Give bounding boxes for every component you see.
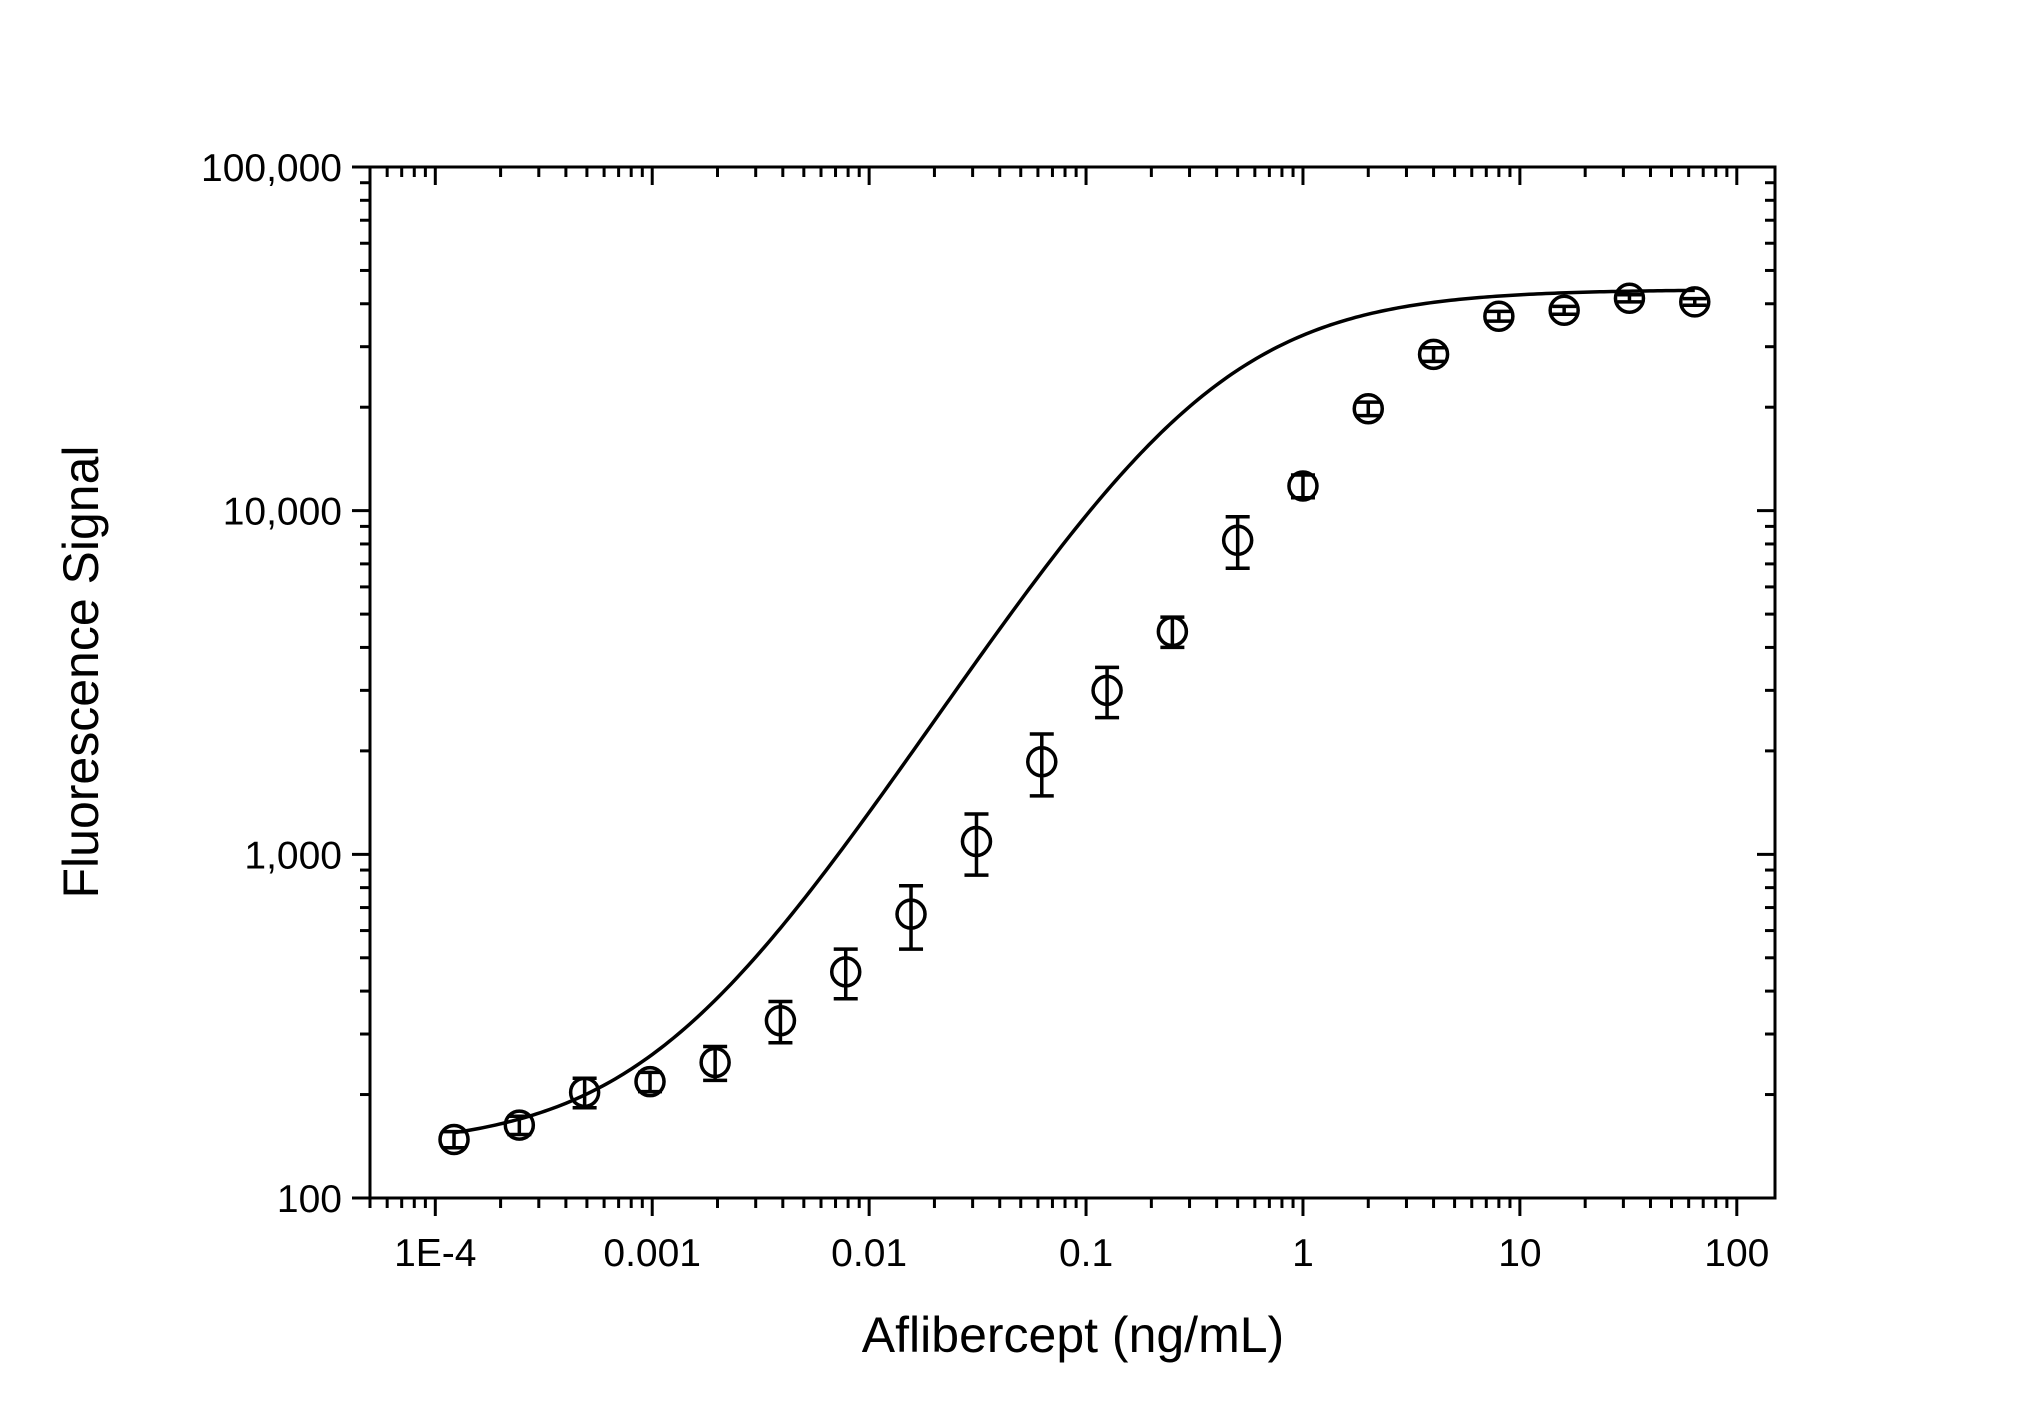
data-point bbox=[1679, 286, 1711, 318]
fit-curve bbox=[453, 288, 1695, 1135]
data-point bbox=[1417, 338, 1450, 371]
x-tick-label: 100 bbox=[1704, 1232, 1769, 1275]
data-point bbox=[1287, 470, 1319, 502]
x-tick-label: 0.1 bbox=[1059, 1232, 1113, 1275]
data-point bbox=[1091, 674, 1123, 707]
y-tick-label: 100,000 bbox=[201, 147, 342, 190]
plot-frame bbox=[368, 165, 1777, 1200]
data-points-group bbox=[438, 282, 1711, 1156]
x-tick-label: 10 bbox=[1498, 1232, 1541, 1275]
y-axis-label: Fluorescence Signal bbox=[53, 445, 109, 898]
data-point bbox=[1613, 282, 1646, 315]
data-point bbox=[699, 1046, 731, 1079]
x-tick-label: 0.01 bbox=[831, 1232, 907, 1275]
data-point bbox=[438, 1123, 470, 1156]
y-tick-label: 100 bbox=[277, 1178, 342, 1221]
data-point bbox=[1026, 745, 1058, 778]
data-point bbox=[829, 956, 862, 988]
x-tick-label: 0.001 bbox=[603, 1232, 701, 1275]
data-point bbox=[1483, 300, 1515, 332]
axis-ticks bbox=[352, 165, 1775, 1216]
x-tick-label: 1 bbox=[1292, 1232, 1314, 1275]
data-point bbox=[960, 825, 993, 858]
data-point bbox=[895, 898, 927, 930]
data-point bbox=[1352, 392, 1385, 425]
x-axis-label: Aflibercept (ng/mL) bbox=[862, 1307, 1284, 1363]
data-point bbox=[634, 1065, 666, 1098]
data-point bbox=[1156, 615, 1189, 648]
x-tick-labels: 1E-4 0.001 0.01 0.1 1 10 100 bbox=[394, 1232, 1769, 1275]
data-point bbox=[764, 1004, 797, 1037]
data-point bbox=[1221, 524, 1254, 557]
y-tick-label: 1,000 bbox=[244, 834, 342, 877]
y-tick-label: 10,000 bbox=[223, 491, 342, 534]
data-point bbox=[568, 1076, 601, 1109]
y-tick-labels: 100 1,000 10,000 100,000 bbox=[201, 147, 342, 1221]
data-point bbox=[503, 1109, 536, 1141]
x-tick-label: 1E-4 bbox=[394, 1232, 476, 1275]
fit-curve-group bbox=[453, 288, 1695, 1135]
data-point bbox=[1548, 294, 1580, 326]
